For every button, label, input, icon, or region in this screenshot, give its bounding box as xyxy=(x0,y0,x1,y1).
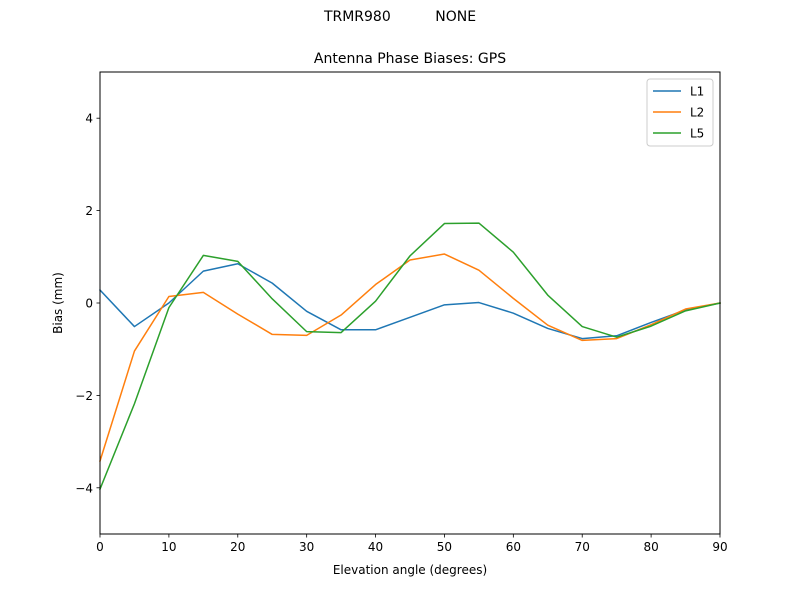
x-axis: 0 10 20 30 40 50 60 70 80 90 xyxy=(96,534,728,554)
series-line-l5 xyxy=(99,222,721,491)
y-tick-label: −4 xyxy=(75,481,93,495)
x-tick-label: 80 xyxy=(643,540,658,554)
figure-suptitle: TRMR980 NONE xyxy=(323,9,477,25)
legend-label-l1: L1 xyxy=(690,85,704,99)
y-axis-label: Bias (mm) xyxy=(51,272,65,334)
legend-label-l2: L2 xyxy=(690,106,704,120)
series-line-l1 xyxy=(98,262,721,340)
x-tick-label: 50 xyxy=(437,540,452,554)
legend-label-l5: L5 xyxy=(690,127,704,141)
y-axis: −4 −2 0 2 4 xyxy=(75,112,100,495)
x-tick-label: 60 xyxy=(506,540,521,554)
x-tick-label: 70 xyxy=(575,540,590,554)
y-tick-label: 4 xyxy=(85,112,93,126)
x-tick-label: 90 xyxy=(712,540,727,554)
series-layer xyxy=(98,222,721,491)
x-tick-label: 10 xyxy=(161,540,176,554)
y-tick-label: −2 xyxy=(75,389,93,403)
y-tick-label: 2 xyxy=(85,204,93,218)
x-tick-label: 0 xyxy=(96,540,104,554)
legend: L1 L2 L5 xyxy=(646,78,714,147)
x-tick-label: 40 xyxy=(368,540,383,554)
y-tick-label: 0 xyxy=(85,297,93,311)
x-axis-label: Elevation angle (degrees) xyxy=(333,563,487,577)
plot-frame xyxy=(99,71,721,535)
x-tick-label: 30 xyxy=(299,540,314,554)
chart-title: Antenna Phase Biases: GPS xyxy=(314,51,506,67)
series-line-l2 xyxy=(99,253,721,462)
legend-items: L1 L2 L5 xyxy=(653,85,704,141)
x-tick-label: 20 xyxy=(230,540,245,554)
